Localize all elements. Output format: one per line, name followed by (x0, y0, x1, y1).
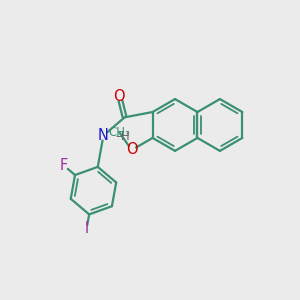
Text: CH₃: CH₃ (108, 126, 130, 139)
Text: F: F (60, 158, 68, 173)
Text: N: N (98, 128, 109, 143)
Text: O: O (113, 88, 125, 104)
Text: –H: –H (116, 130, 130, 143)
Text: O: O (126, 142, 137, 158)
Text: I: I (84, 221, 89, 236)
